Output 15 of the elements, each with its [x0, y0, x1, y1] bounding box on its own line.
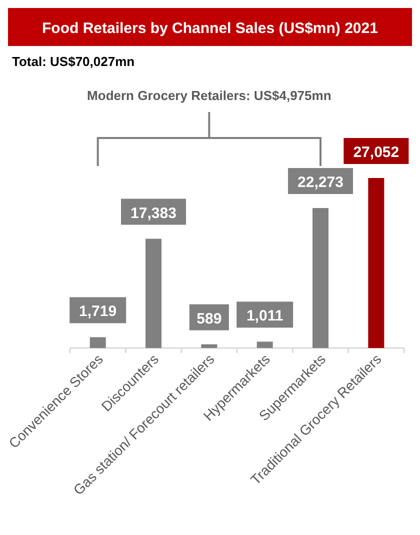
- text: Total: US$70,027mn: [12, 54, 135, 69]
- data-label: 1,719: [79, 303, 117, 320]
- data-label: 27,052: [353, 144, 400, 161]
- data-label: 1,011: [246, 308, 284, 325]
- data-label: 17,383: [130, 204, 176, 222]
- bar: [90, 337, 106, 348]
- bar: [368, 178, 384, 348]
- bar: [312, 208, 328, 348]
- chart-title: Food Retailers by Channel Sales (US$mn) 2021: [42, 20, 378, 37]
- bar: [146, 238, 162, 348]
- text: Modern Grocery Retailers: US$4,975mn: [87, 88, 332, 103]
- data-label: 589: [196, 310, 222, 328]
- data-label: 22,273: [298, 174, 344, 192]
- bar: [201, 344, 218, 348]
- bar: [256, 342, 273, 348]
